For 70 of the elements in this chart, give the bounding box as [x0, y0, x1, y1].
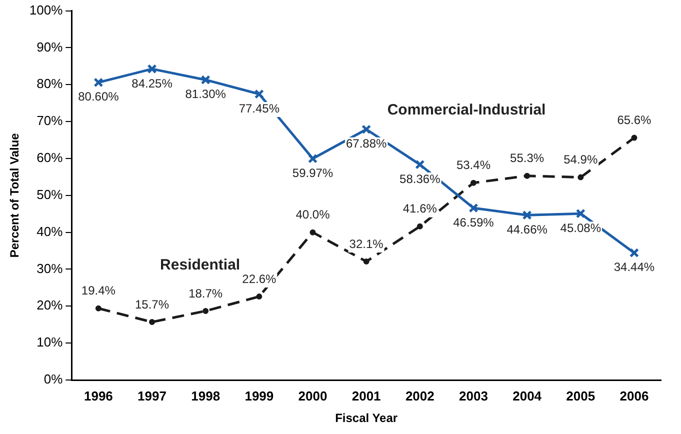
x-axis-title: Fiscal Year [335, 411, 398, 426]
data-label: 40.0% [296, 208, 330, 222]
x-tick-label: 1999 [244, 388, 274, 404]
point [470, 180, 476, 186]
y-tick-label: 90% [36, 39, 64, 54]
data-label: 41.6% [402, 202, 438, 216]
y-tick-label: 10% [36, 334, 64, 350]
data-label: 65.6% [617, 113, 652, 128]
series-label: Residential [160, 256, 240, 274]
x-tick-label: 2003 [459, 388, 488, 404]
data-label: 18.7% [188, 286, 223, 300]
data-label: 67.88% [346, 136, 387, 151]
x-tick-label: 1996 [84, 388, 113, 404]
y-tick-label: 80% [36, 76, 64, 92]
data-label: 77.45% [238, 101, 280, 116]
point [578, 174, 584, 180]
series-label: Commercial-Industrial [387, 102, 546, 119]
y-tick-label: 70% [36, 113, 64, 128]
point [576, 208, 586, 218]
point [468, 203, 478, 213]
x-tick-label: 2005 [566, 388, 596, 404]
point [362, 124, 372, 134]
point [310, 229, 316, 236]
y-tick-label: 0% [44, 372, 64, 387]
data-label: 22.6% [242, 272, 277, 286]
point [524, 172, 530, 179]
y-axis-title: Percent of Total Value [8, 132, 22, 258]
point [522, 210, 532, 220]
point [254, 89, 264, 99]
x-tick-label: 1998 [191, 388, 220, 404]
x-tick-label: 2000 [298, 388, 328, 404]
point [629, 248, 639, 258]
y-tick-label: 40% [36, 224, 64, 239]
point [149, 319, 156, 326]
data-label: 80.60% [78, 90, 120, 104]
x-tick-label: 1997 [138, 388, 166, 404]
point [416, 223, 423, 230]
x-tick-label: 2006 [620, 388, 649, 404]
data-label: 53.4% [456, 158, 491, 172]
point [95, 305, 102, 312]
data-label: 45.08% [560, 220, 602, 235]
y-tick-label: 30% [36, 260, 64, 276]
point [415, 160, 425, 170]
point [200, 75, 210, 85]
point [308, 154, 318, 164]
data-label: 46.59% [453, 215, 494, 230]
x-tick-label: 2001 [352, 388, 381, 404]
x-tick-label: 2004 [512, 388, 542, 404]
data-label: 59.97% [292, 166, 334, 180]
data-label: 32.1% [349, 236, 384, 251]
point [631, 134, 638, 141]
point [202, 308, 209, 314]
data-label: 54.9% [564, 152, 598, 167]
data-label: 44.66% [506, 222, 548, 236]
y-tick-label: 60% [36, 150, 64, 166]
data-label: 58.36% [400, 172, 441, 186]
x-tick-label: 2002 [405, 388, 434, 404]
point [363, 258, 370, 264]
point [94, 78, 104, 88]
data-label: 81.30% [185, 87, 226, 102]
data-label: 55.3% [510, 151, 544, 166]
point [256, 294, 262, 300]
data-label: 84.25% [132, 76, 173, 90]
y-tick-label: 100% [29, 2, 64, 18]
y-tick-label: 20% [36, 298, 64, 313]
data-label: 34.44% [614, 260, 655, 274]
y-tick-label: 50% [36, 186, 64, 202]
data-label: 15.7% [135, 297, 170, 312]
data-label: 19.4% [81, 284, 116, 298]
point [147, 64, 157, 74]
